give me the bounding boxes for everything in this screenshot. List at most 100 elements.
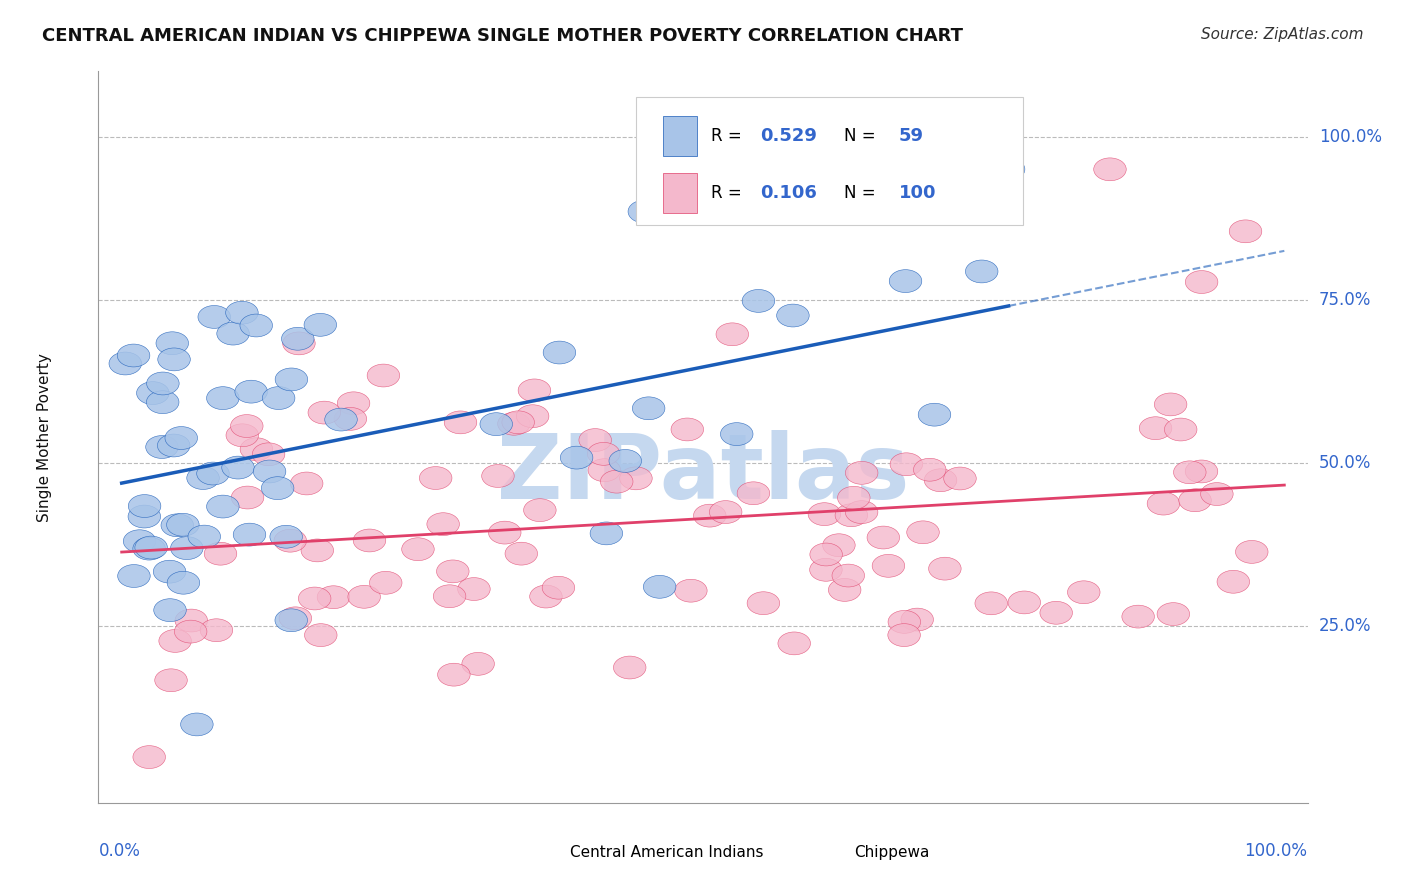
- Text: Single Mother Poverty: Single Mother Poverty: [37, 352, 52, 522]
- Ellipse shape: [901, 608, 934, 631]
- Ellipse shape: [716, 323, 748, 346]
- Ellipse shape: [1154, 393, 1187, 416]
- Ellipse shape: [146, 435, 179, 458]
- Ellipse shape: [155, 669, 187, 691]
- Ellipse shape: [157, 434, 190, 457]
- Ellipse shape: [633, 397, 665, 420]
- Ellipse shape: [461, 652, 495, 675]
- Ellipse shape: [671, 418, 703, 441]
- Ellipse shape: [197, 462, 229, 485]
- Ellipse shape: [419, 467, 451, 490]
- Ellipse shape: [118, 565, 150, 588]
- Ellipse shape: [188, 525, 221, 548]
- Ellipse shape: [776, 304, 810, 327]
- Ellipse shape: [226, 424, 259, 447]
- Ellipse shape: [117, 344, 150, 367]
- Ellipse shape: [253, 460, 285, 483]
- Ellipse shape: [180, 713, 214, 736]
- Ellipse shape: [561, 446, 593, 469]
- Ellipse shape: [523, 499, 557, 522]
- Ellipse shape: [146, 391, 179, 414]
- Ellipse shape: [298, 587, 330, 610]
- Ellipse shape: [433, 585, 465, 607]
- Ellipse shape: [110, 352, 142, 375]
- Ellipse shape: [832, 564, 865, 587]
- Ellipse shape: [823, 533, 855, 557]
- Ellipse shape: [966, 260, 998, 283]
- Ellipse shape: [231, 486, 264, 509]
- Ellipse shape: [845, 461, 877, 484]
- Text: 25.0%: 25.0%: [1319, 617, 1371, 635]
- Ellipse shape: [505, 542, 537, 566]
- Ellipse shape: [810, 543, 842, 566]
- Ellipse shape: [233, 524, 266, 546]
- Ellipse shape: [710, 500, 742, 524]
- Ellipse shape: [516, 405, 548, 427]
- Text: 100.0%: 100.0%: [1244, 842, 1308, 860]
- Ellipse shape: [278, 607, 312, 630]
- Ellipse shape: [252, 442, 285, 466]
- Ellipse shape: [479, 413, 513, 435]
- Ellipse shape: [810, 558, 842, 582]
- Ellipse shape: [838, 486, 870, 509]
- Ellipse shape: [436, 560, 470, 582]
- Ellipse shape: [591, 522, 623, 545]
- Ellipse shape: [872, 555, 904, 577]
- Ellipse shape: [235, 380, 267, 403]
- Ellipse shape: [1122, 605, 1154, 628]
- Text: 75.0%: 75.0%: [1319, 291, 1371, 309]
- Ellipse shape: [159, 630, 191, 652]
- Ellipse shape: [1094, 158, 1126, 181]
- Ellipse shape: [1174, 461, 1206, 483]
- Ellipse shape: [543, 341, 575, 364]
- Ellipse shape: [1164, 418, 1197, 441]
- Ellipse shape: [993, 158, 1025, 181]
- Ellipse shape: [207, 495, 239, 518]
- Ellipse shape: [1218, 570, 1250, 593]
- Ellipse shape: [217, 322, 249, 345]
- Ellipse shape: [187, 467, 219, 490]
- Ellipse shape: [1147, 492, 1180, 515]
- Ellipse shape: [240, 314, 273, 337]
- Ellipse shape: [488, 521, 522, 544]
- Ellipse shape: [1185, 270, 1218, 293]
- Ellipse shape: [262, 476, 294, 500]
- Ellipse shape: [613, 657, 645, 679]
- Text: 0.106: 0.106: [759, 184, 817, 202]
- Ellipse shape: [270, 525, 302, 549]
- Ellipse shape: [240, 438, 273, 460]
- Ellipse shape: [1139, 417, 1171, 440]
- Ellipse shape: [308, 401, 340, 424]
- Ellipse shape: [914, 458, 946, 481]
- Ellipse shape: [502, 411, 534, 434]
- Ellipse shape: [482, 465, 515, 487]
- Ellipse shape: [778, 632, 810, 655]
- Ellipse shape: [427, 513, 460, 535]
- Text: N =: N =: [845, 184, 882, 202]
- Ellipse shape: [337, 392, 370, 415]
- Ellipse shape: [305, 624, 337, 647]
- Ellipse shape: [458, 578, 491, 600]
- Ellipse shape: [157, 348, 190, 371]
- FancyBboxPatch shape: [637, 97, 1024, 225]
- Ellipse shape: [928, 558, 962, 580]
- Ellipse shape: [974, 592, 1008, 615]
- Ellipse shape: [720, 423, 754, 445]
- Ellipse shape: [889, 269, 922, 293]
- Ellipse shape: [225, 301, 259, 324]
- Ellipse shape: [890, 453, 922, 475]
- Ellipse shape: [146, 372, 179, 395]
- FancyBboxPatch shape: [664, 172, 697, 213]
- Ellipse shape: [136, 382, 169, 404]
- Ellipse shape: [276, 368, 308, 391]
- Ellipse shape: [437, 664, 470, 686]
- Ellipse shape: [907, 521, 939, 544]
- Ellipse shape: [174, 609, 208, 632]
- Ellipse shape: [845, 500, 877, 524]
- Ellipse shape: [543, 576, 575, 599]
- Text: Chippewa: Chippewa: [855, 845, 929, 860]
- Ellipse shape: [1229, 220, 1261, 243]
- Ellipse shape: [370, 572, 402, 594]
- Ellipse shape: [128, 505, 160, 528]
- Ellipse shape: [600, 470, 633, 493]
